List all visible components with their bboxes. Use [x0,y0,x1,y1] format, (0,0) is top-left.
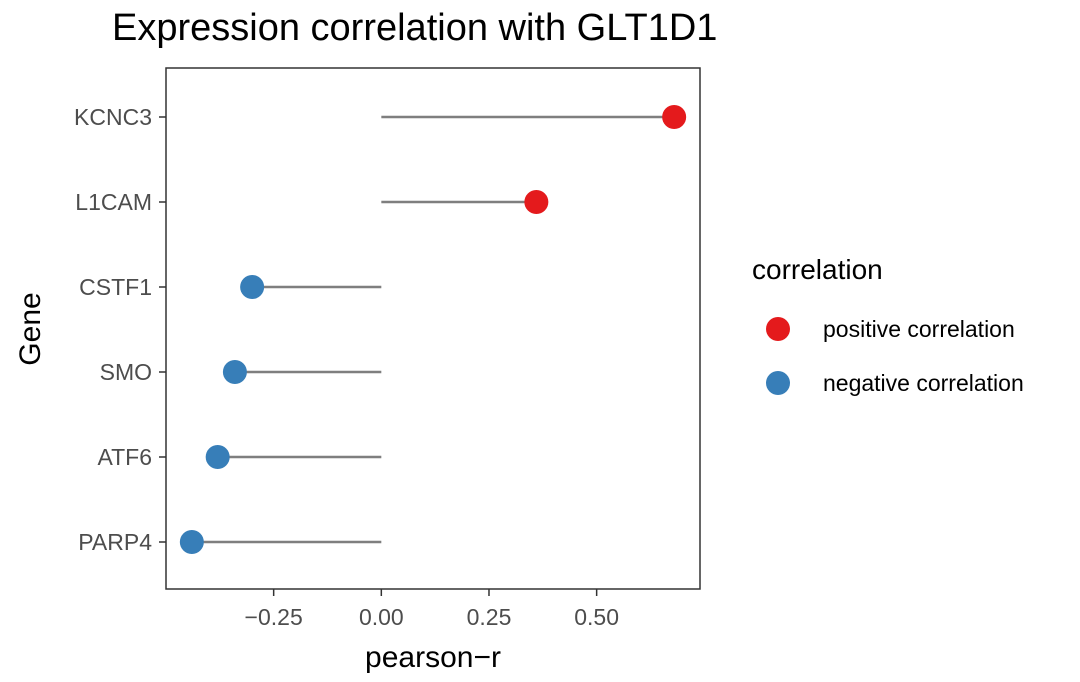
x-axis: −0.25 0.00 0.25 0.50 [245,589,619,630]
y-tick-label-smo: SMO [100,359,152,385]
x-tick-label-2: 0.25 [467,604,512,630]
point-parp4 [179,530,204,554]
x-tick-label-0: −0.25 [245,604,303,630]
legend-title: correlation [752,254,883,285]
y-tick-label-kcnc3: KCNC3 [74,104,152,130]
x-axis-title: pearson−r [365,641,501,674]
y-tick-label-atf6: ATF6 [97,444,152,470]
y-axis: KCNC3 L1CAM CSTF1 SMO ATF6 PARP4 [74,104,166,555]
legend-key-negative [766,371,790,395]
point-cstf1 [240,275,265,299]
y-axis-title: Gene [14,292,47,365]
point-kcnc3 [662,105,687,129]
y-tick-label-cstf1: CSTF1 [79,274,152,300]
x-tick-label-1: 0.00 [359,604,404,630]
y-tick-label-parp4: PARP4 [78,529,152,555]
legend: correlation positive correlation negativ… [752,254,1024,396]
x-tick-label-3: 0.50 [574,604,619,630]
y-tick-label-l1cam: L1CAM [75,189,152,215]
point-l1cam [524,190,549,214]
stems-group [191,115,675,544]
legend-label-negative: negative correlation [823,370,1024,396]
legend-key-positive [766,317,790,341]
legend-label-positive: positive correlation [823,316,1015,342]
point-atf6 [205,445,230,469]
point-smo [222,360,247,384]
points-group [179,105,687,554]
chart-title: Expression correlation with GLT1D1 [112,7,717,49]
panel-border [165,67,701,590]
